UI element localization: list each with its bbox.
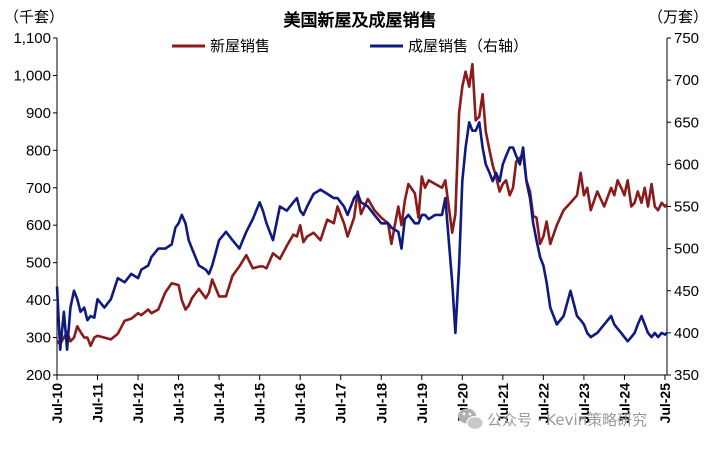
right-tick-label: 600: [674, 156, 699, 173]
watermark: 公众号 · Kevin策略研究: [458, 408, 647, 431]
x-tick-label: Jul-19: [414, 383, 430, 424]
x-tick-label: Jul-24: [616, 383, 632, 424]
left-tick-label: 300: [26, 330, 51, 347]
left-tick-label: 1,100: [13, 30, 51, 47]
x-tick-label: Jul-25: [657, 383, 673, 424]
right-tick-label: 750: [674, 30, 699, 47]
right-tick-label: 550: [674, 199, 699, 216]
right-tick-label: 400: [674, 325, 699, 342]
x-tick-label: Jul-22: [535, 383, 551, 424]
x-tick-label: Jul-18: [373, 383, 389, 424]
x-tick-label: Jul-13: [171, 383, 187, 424]
right-tick-label: 700: [674, 72, 699, 89]
left-tick-label: 800: [26, 142, 51, 159]
left-tick-label: 900: [26, 105, 51, 122]
right-axis-unit: （万套）: [648, 8, 708, 26]
chart-title: 美国新屋及成屋销售: [284, 10, 437, 31]
series-line-new-home: [56, 62, 668, 348]
left-tick-label: 700: [26, 180, 51, 197]
legend-label-new-home: 新屋销售: [210, 37, 270, 55]
right-tick-label: 350: [674, 367, 699, 384]
x-tick-label: Jul-16: [292, 383, 308, 424]
left-tick-label: 1,000: [13, 67, 51, 84]
left-tick-label: 200: [26, 367, 51, 384]
x-axis-ticks: Jul-10 Jul-11 Jul-12 Jul-13 Jul-14 Jul-15 Jul-…: [49, 375, 673, 423]
right-axis-ticks: 350 400 450 500 550 600 650 700 750: [667, 30, 699, 384]
series-line-existing-home: [55, 121, 668, 351]
watermark-text: 公众号 · Kevin策略研究: [487, 411, 647, 429]
left-tick-label: 500: [26, 255, 51, 272]
left-axis-ticks: 200 300 400 500 600 700 800 900 1,000 1,100: [13, 30, 57, 384]
legend: 新屋销售 成屋销售（右轴）: [172, 37, 528, 55]
x-tick-label: Jul-12: [130, 383, 146, 424]
left-tick-label: 400: [26, 292, 51, 309]
right-tick-label: 450: [674, 283, 699, 300]
right-tick-label: 650: [674, 114, 699, 131]
x-tick-label: Jul-15: [252, 383, 268, 424]
axes: [56, 38, 668, 376]
right-tick-label: 500: [674, 241, 699, 258]
left-axis-unit: （千套）: [4, 8, 64, 26]
series-lines: [55, 62, 668, 351]
left-tick-label: 600: [26, 217, 51, 234]
x-tick-label: Jul-14: [211, 383, 227, 424]
legend-label-existing-home: 成屋销售（右轴）: [408, 37, 528, 55]
x-tick-label: Jul-10: [49, 383, 65, 424]
x-tick-label: Jul-23: [576, 383, 592, 424]
x-tick-label: Jul-17: [333, 383, 349, 424]
x-tick-label: Jul-21: [495, 383, 511, 424]
wechat-icon: [458, 408, 484, 431]
x-tick-label: Jul-11: [90, 383, 106, 423]
